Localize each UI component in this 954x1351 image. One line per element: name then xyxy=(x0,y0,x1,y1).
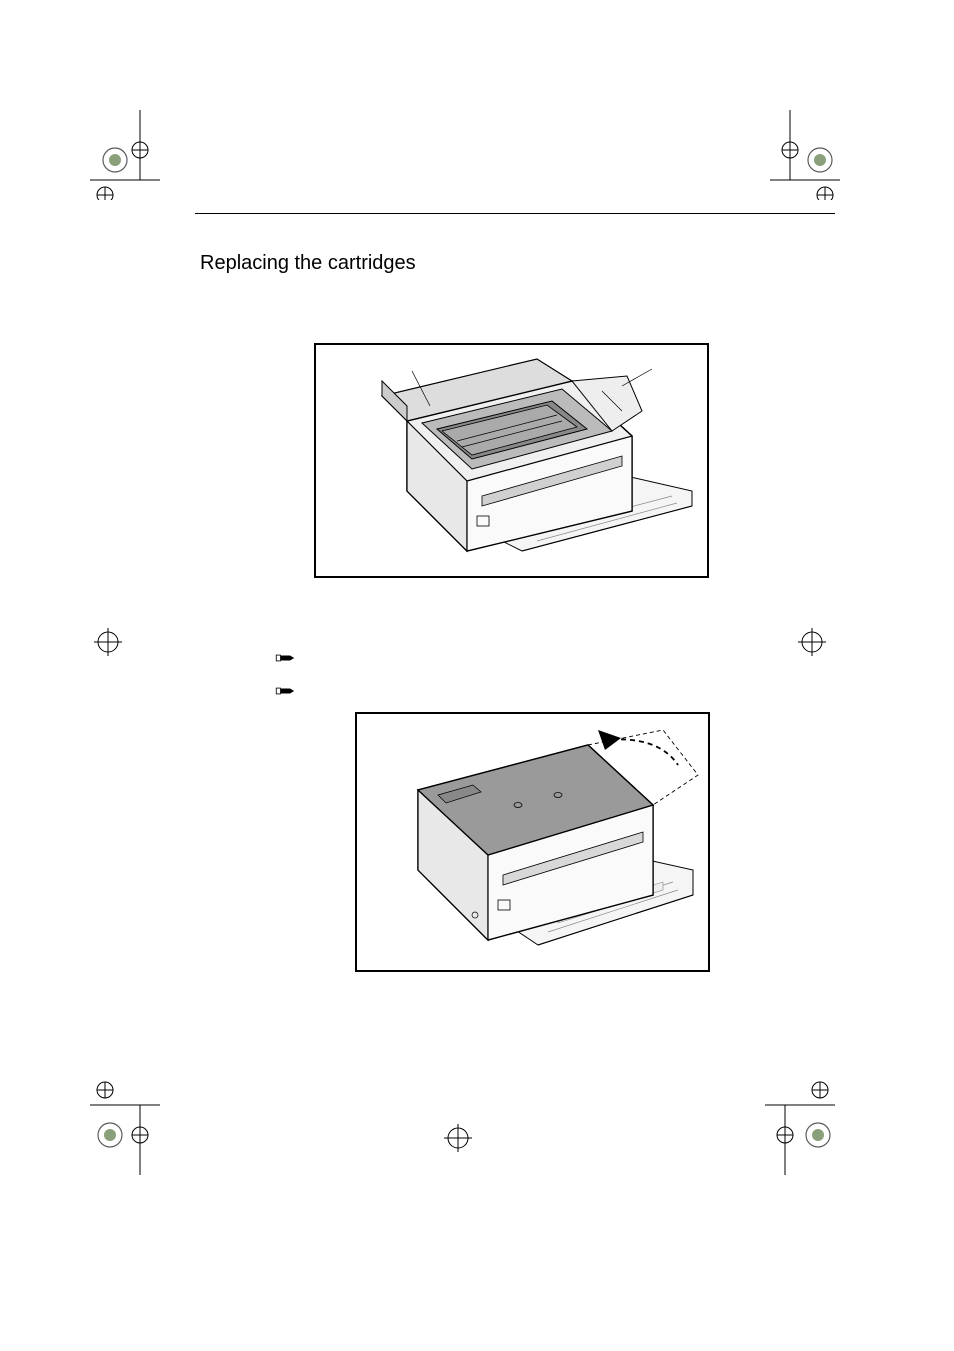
registration-mark-bottom-center xyxy=(438,1118,478,1158)
registration-mark-mid-left xyxy=(88,622,128,662)
registration-mark-bottom-right xyxy=(760,1075,860,1175)
registration-mark-bottom-left xyxy=(70,1075,160,1175)
page-title: Replacing the cartridges xyxy=(200,252,416,275)
registration-mark-top-left xyxy=(70,110,160,200)
figure-printer-open xyxy=(314,343,709,578)
pointing-hand-icon xyxy=(275,652,295,664)
page-rule xyxy=(195,213,835,214)
figure-printer-closing xyxy=(355,712,710,972)
registration-mark-mid-right xyxy=(792,622,832,662)
pointing-hand-icon xyxy=(275,685,295,697)
registration-mark-top-right xyxy=(770,110,860,200)
